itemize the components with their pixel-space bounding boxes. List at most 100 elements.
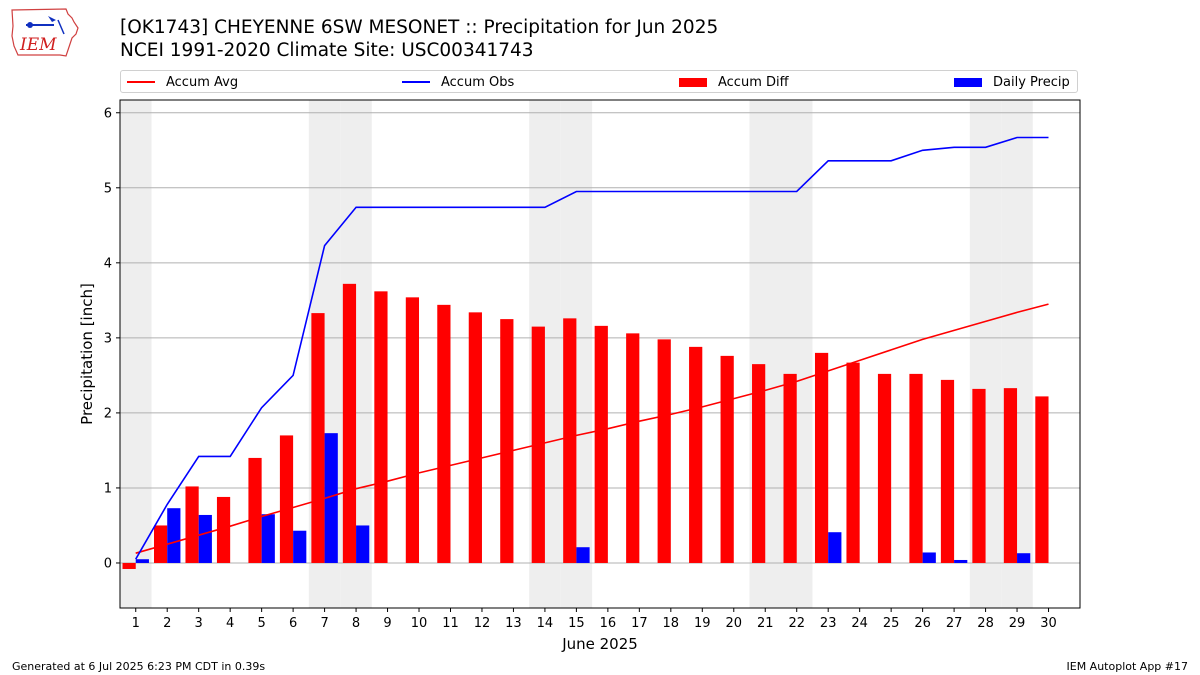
y-tick-label: 6: [104, 106, 112, 121]
x-tick-label: 4: [226, 616, 234, 631]
x-tick-label: 28: [977, 616, 994, 631]
accum-diff-bar: [689, 346, 703, 563]
x-tick-label: 8: [352, 616, 360, 631]
x-tick-label: 6: [289, 616, 297, 631]
accum-diff-bar: [972, 388, 986, 563]
x-tick-label: 5: [257, 616, 265, 631]
daily-precip-bar: [261, 514, 275, 563]
daily-precip-bar: [576, 547, 590, 563]
lines: [135, 136, 1049, 560]
accum-diff-bar: [500, 319, 514, 563]
x-tick-label: 12: [474, 616, 491, 631]
x-tick-label: 18: [663, 616, 680, 631]
x-tick-label: 11: [442, 616, 459, 631]
daily-precip-bar: [954, 559, 968, 563]
x-tick-label: 22: [788, 616, 805, 631]
daily-precip-bar: [828, 532, 842, 563]
x-tick-label: 2: [163, 616, 171, 631]
x-tick-label: 24: [851, 616, 868, 631]
legend-item-daily-precip: Daily Precip: [954, 74, 1070, 90]
daily-precip-bar: [167, 508, 181, 563]
accum-diff-bar: [279, 435, 294, 563]
legend-item-accum-avg: Accum Avg: [127, 74, 238, 90]
accum-obs-line: [135, 136, 1049, 560]
plot-area-frame: [119, 99, 1081, 609]
y-tick-label: 0: [104, 556, 112, 571]
legend-label: Accum Obs: [441, 74, 515, 90]
x-tick-label: 25: [883, 616, 900, 631]
x-axis-title: June 2025: [561, 635, 638, 653]
legend-label: Daily Precip: [993, 74, 1070, 90]
legend-item-accum-diff: Accum Diff: [679, 74, 789, 90]
daily-precip-bar: [198, 514, 212, 563]
x-tick-label: 13: [505, 616, 522, 631]
y-axis-title: Precipitation [inch]: [78, 283, 96, 425]
accum-diff-bar: [909, 373, 923, 563]
x-tick-label: 14: [537, 616, 554, 631]
weekend-shade: [120, 100, 152, 608]
daily-precip-bar: [324, 433, 338, 563]
legend-swatch-daily-precip: [954, 77, 982, 87]
x-tick-label: 15: [568, 616, 585, 631]
chart-title: [OK1743] CHEYENNE 6SW MESONET :: Precipi…: [120, 17, 719, 38]
x-tick-label: 7: [320, 616, 328, 631]
x-tick-label: 10: [411, 616, 428, 631]
accum-diff-bar: [783, 373, 797, 563]
accum-diff-bar: [185, 486, 199, 563]
y-tick-label: 5: [104, 181, 112, 196]
accum-diff-bar: [594, 325, 608, 563]
legend-swatch-accum-avg: [127, 81, 155, 83]
iem-logo: IEM: [11, 8, 79, 57]
accum-avg-line: [135, 303, 1049, 554]
daily-precip-bar: [293, 530, 307, 563]
accum-diff-bar: [657, 339, 671, 563]
x-tick-label: 21: [757, 616, 774, 631]
legend-swatch-accum-obs: [402, 81, 430, 83]
legend-label: Accum Diff: [718, 74, 789, 90]
accum-diff-bar: [311, 313, 325, 563]
daily-precip-bar: [356, 525, 370, 563]
accum-diff-bar: [877, 373, 892, 563]
daily-precip-bar: [1017, 553, 1031, 563]
accum-diff-bar: [626, 333, 640, 563]
y-tick-label: 2: [104, 406, 112, 421]
accum-diff-bar: [374, 291, 388, 563]
app-credit: IEM Autoplot App #17: [1066, 660, 1189, 673]
chart-legend: Accum Avg Accum Obs Accum Diff Daily Pre…: [120, 70, 1078, 93]
x-tick-label: 23: [820, 616, 837, 631]
x-tick-label: 19: [694, 616, 711, 631]
accum-diff-bar: [437, 304, 451, 563]
accum-diff-bar: [846, 362, 860, 563]
logo-text: IEM: [19, 35, 57, 55]
accum-diff-bar: [1003, 388, 1018, 563]
accum-diff-bar: [720, 355, 734, 563]
x-tick-label: 3: [195, 616, 203, 631]
accum-diff-bar: [752, 364, 766, 563]
y-tick-label: 1: [104, 481, 112, 496]
accum-diff-bar: [216, 496, 231, 563]
x-tick-label: 26: [914, 616, 931, 631]
chart-subtitle: NCEI 1991-2020 Climate Site: USC00341743: [120, 40, 534, 61]
x-tick-label: 29: [1009, 616, 1026, 631]
accum-diff-bar: [1035, 396, 1049, 563]
accum-diff-bar: [153, 525, 168, 563]
x-tick-label: 30: [1040, 616, 1057, 631]
x-tick-label: 1: [132, 616, 140, 631]
x-tick-label: 27: [946, 616, 963, 631]
generated-timestamp: Generated at 6 Jul 2025 6:23 PM CDT in 0…: [12, 660, 266, 673]
legend-label: Accum Avg: [166, 74, 239, 90]
iowa-outline-icon: [11, 8, 79, 57]
accum-diff-bar: [122, 562, 136, 569]
y-tick-label: 3: [104, 331, 112, 346]
legend-swatch-accum-diff: [679, 77, 707, 87]
x-tick-label: 17: [631, 616, 648, 631]
x-tick-label: 20: [725, 616, 742, 631]
legend-item-accum-obs: Accum Obs: [402, 74, 514, 90]
accum-diff-bar: [468, 312, 482, 563]
x-tick-label: 9: [383, 616, 391, 631]
daily-precip-bar: [135, 559, 149, 563]
x-tick-label: 16: [600, 616, 617, 631]
accum-diff-bar: [405, 297, 420, 563]
